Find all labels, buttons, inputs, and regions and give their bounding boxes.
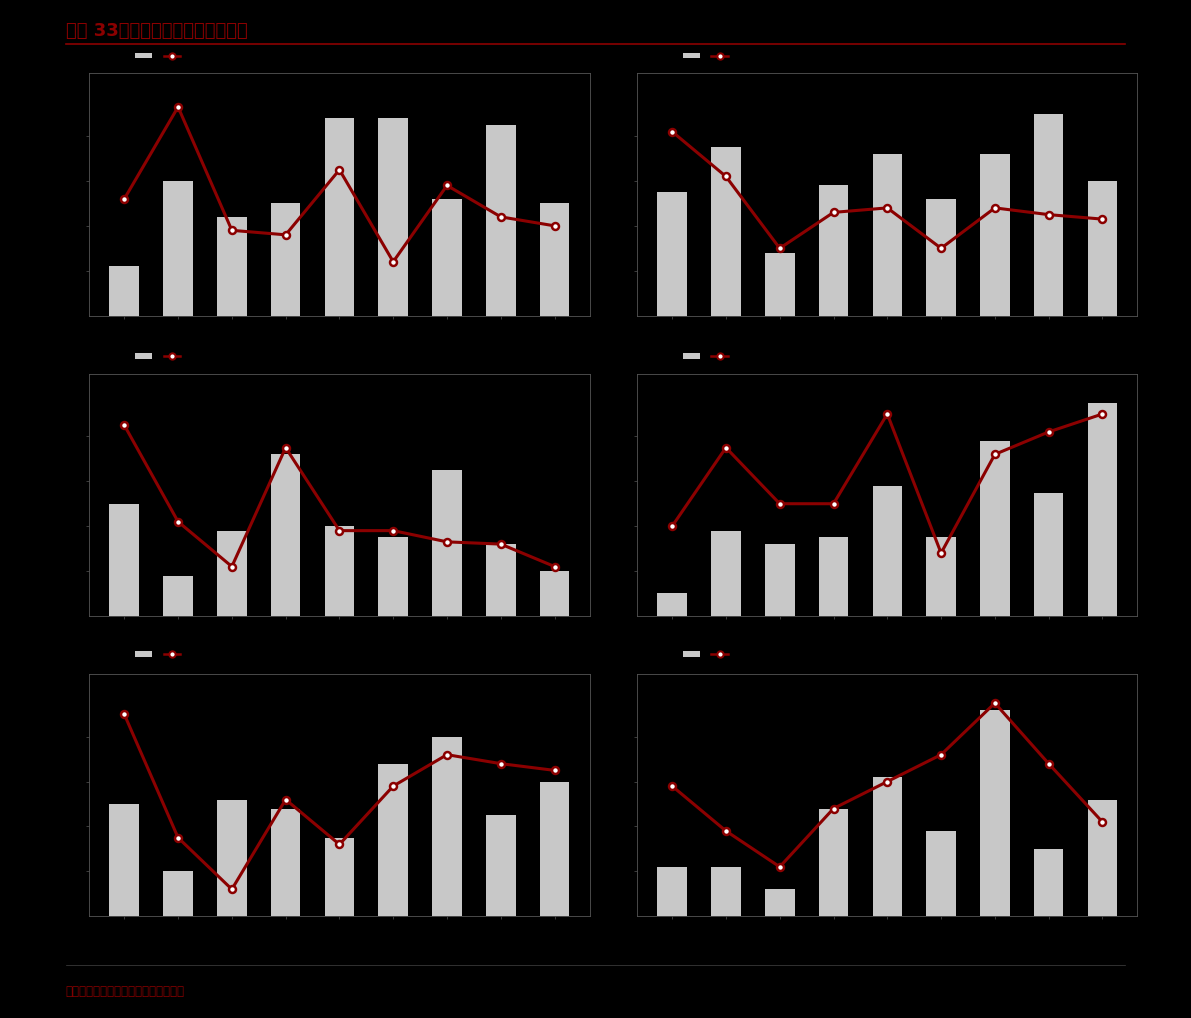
Bar [818,538,848,616]
Legend: , : , [682,52,730,60]
Bar [765,544,794,616]
Bar [1087,799,1117,916]
Legend: , : , [682,352,730,360]
Legend: , : , [135,52,182,60]
Bar [432,199,462,316]
Bar [486,125,516,316]
Bar [1034,493,1064,616]
Bar [432,470,462,616]
Bar [657,867,687,916]
Bar [379,538,409,616]
Bar [980,441,1010,616]
Legend: , : , [135,352,182,360]
Bar [270,454,300,616]
Bar [163,575,193,616]
Text: 图表 33：主流房企今年拿地偏谨慎: 图表 33：主流房企今年拿地偏谨慎 [66,22,248,41]
Bar [765,890,794,916]
Bar [711,867,741,916]
Bar [927,538,956,616]
Bar [1087,181,1117,316]
Bar [873,777,902,916]
Bar [711,530,741,616]
Bar [110,804,139,916]
Bar [657,192,687,316]
Bar [270,204,300,316]
Bar [540,204,569,316]
Bar [980,154,1010,316]
Bar [486,815,516,916]
Bar [1034,114,1064,316]
Bar [818,185,848,316]
Bar [1087,403,1117,616]
Bar [110,267,139,316]
Bar [325,526,354,616]
Bar [163,181,193,316]
Bar [980,710,1010,916]
Bar [163,871,193,916]
Bar [765,252,794,316]
Bar [873,154,902,316]
Bar [927,831,956,916]
Bar [540,571,569,616]
Bar [486,544,516,616]
Text: 资料来源：公司数据，中金公司研究部: 资料来源：公司数据，中金公司研究部 [66,984,185,998]
Bar [657,593,687,616]
Bar [873,486,902,616]
Bar [217,799,247,916]
Bar [379,764,409,916]
Bar [270,808,300,916]
Bar [1034,849,1064,916]
Legend: , : , [135,651,182,659]
Bar [379,118,409,316]
Bar [325,838,354,916]
Bar [818,808,848,916]
Bar [217,217,247,316]
Bar [110,504,139,616]
Bar [927,199,956,316]
Bar [540,782,569,916]
Bar [217,530,247,616]
Legend: , : , [682,651,730,659]
Bar [325,118,354,316]
Bar [432,737,462,916]
Bar [711,148,741,316]
